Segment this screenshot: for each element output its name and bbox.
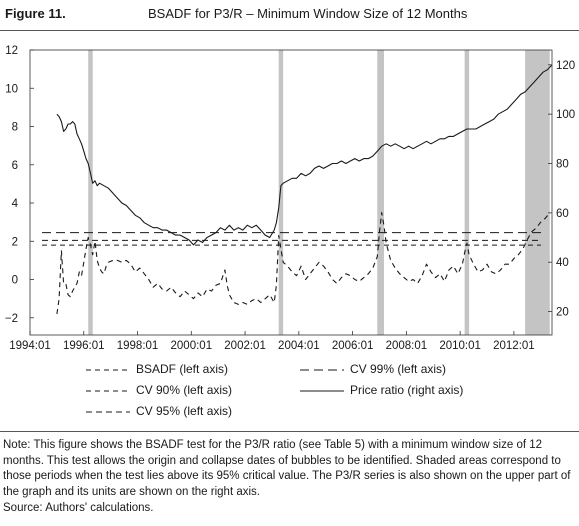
legend-label: BSADF (left axis) <box>136 362 229 376</box>
x-axis-tick-label: 2002:01 <box>224 340 266 352</box>
price-ratio-series-line <box>56 64 553 246</box>
x-axis-tick-label: 2012:01 <box>493 340 535 352</box>
legend-item-cv90: CV 90% (left axis) <box>86 383 266 401</box>
left-axis-tick-label: 2 <box>12 236 18 248</box>
legend-swatch-short-dash <box>86 411 130 413</box>
shaded-period <box>377 50 384 335</box>
legend-swatch-long-dash <box>300 369 344 371</box>
right-axis-tick-label: 60 <box>556 208 569 220</box>
figure-note: Note: This figure shows the BSADF test f… <box>3 439 571 498</box>
x-axis-tick-label: 2000:01 <box>171 340 213 352</box>
right-axis-tick-label: 80 <box>556 159 569 171</box>
figure-source: Source: Authors' calculations. <box>3 502 154 514</box>
x-axis-tick-label: 2004:01 <box>278 340 320 352</box>
shaded-period <box>525 50 550 335</box>
legend-item-bsadf: BSADF (left axis) <box>86 362 266 380</box>
top-rule <box>0 30 579 31</box>
right-axis-tick-label: 120 <box>556 60 575 72</box>
left-axis-tick-label: 0 <box>12 275 18 287</box>
legend-swatch-short-dash <box>86 369 130 371</box>
shaded-period <box>278 50 284 335</box>
figure-title: BSADF for P3/R – Minimum Window Size of … <box>148 6 468 21</box>
bsadf-series-line <box>56 212 551 315</box>
legend-swatch-solid <box>300 390 344 392</box>
x-axis-tick-label: 2008:01 <box>386 340 428 352</box>
right-axis-tick-label: 100 <box>556 109 575 121</box>
legend-swatch-short-dash <box>86 390 130 392</box>
left-axis-tick-label: 10 <box>5 83 18 95</box>
x-axis-tick-label: 1994:01 <box>9 340 51 352</box>
x-axis-tick-label: 1996:01 <box>63 340 105 352</box>
x-axis-tick-label: 1998:01 <box>117 340 159 352</box>
left-axis-tick-label: 6 <box>12 160 18 172</box>
figure-header: Figure 11. BSADF for P3/R – Minimum Wind… <box>0 0 579 30</box>
bottom-rule <box>0 431 579 432</box>
legend-item-cv95: CV 95% (left axis) <box>86 404 266 422</box>
shaded-period <box>88 50 93 335</box>
legend-label: CV 99% (left axis) <box>350 362 447 376</box>
legend-label: CV 90% (left axis) <box>136 383 233 397</box>
x-axis-tick-label: 2010:01 <box>439 340 481 352</box>
x-axis-tick-label: 2006:01 <box>332 340 374 352</box>
legend-item-price-ratio: Price ratio (right axis) <box>300 383 520 401</box>
figure-label: Figure 11. <box>5 6 66 21</box>
legend-label: Price ratio (right axis) <box>350 383 464 397</box>
left-axis-tick-label: 12 <box>5 45 18 57</box>
bsadf-chart: −2 0 2 4 6 8 10 12 20 40 60 80 100 120 1994:01 1996:01 1… <box>5 45 575 352</box>
left-axis-tick-label: −2 <box>5 313 18 325</box>
left-axis-tick-label: 4 <box>12 198 19 210</box>
plot-frame <box>29 49 553 336</box>
legend-item-cv99: CV 99% (left axis) <box>300 362 520 380</box>
shaded-period <box>464 50 470 335</box>
legend-label: CV 95% (left axis) <box>136 404 233 418</box>
right-axis-tick-label: 20 <box>556 307 569 319</box>
right-axis-tick-label: 40 <box>556 257 569 269</box>
left-axis-tick-label: 8 <box>12 122 18 134</box>
chart-legend: BSADF (left axis) CV 99% (left axis) CV … <box>0 358 579 428</box>
